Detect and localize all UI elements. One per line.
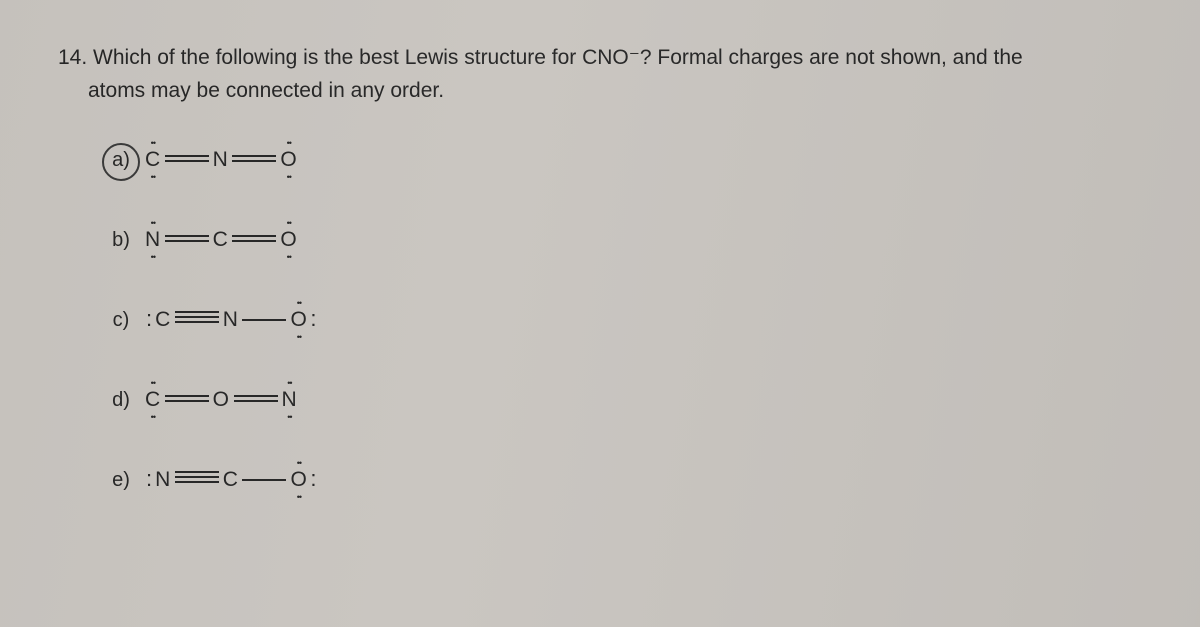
atom-c: C	[222, 468, 240, 492]
option-a-letter-wrap: a)	[98, 149, 144, 172]
atom-o: O••••	[279, 228, 298, 252]
atom-o: O••••	[279, 148, 298, 172]
atom-n: N••••	[144, 228, 162, 252]
option-b-letter-wrap: b)	[98, 229, 144, 252]
option-d[interactable]: d) C•••• O N••••	[98, 381, 1156, 419]
lone-pair-right-icon: :	[310, 466, 316, 492]
option-c-structure: : C N O•••• :	[144, 307, 318, 333]
atom-o: O••••	[289, 308, 308, 332]
option-a-circle	[102, 143, 140, 181]
lone-pair-left-icon: :	[146, 306, 152, 332]
atom-n: N	[212, 148, 230, 172]
atom-c: C	[154, 308, 172, 332]
atom-c: C••••	[144, 388, 162, 412]
question-number: 14.	[58, 46, 87, 69]
bond-triple-icon	[175, 471, 219, 489]
option-d-letter-wrap: d)	[98, 389, 144, 412]
bond-single-icon	[242, 311, 286, 329]
atom-n: N	[222, 308, 240, 332]
option-b-structure: N•••• C O••••	[144, 227, 298, 253]
question-line1: Which of the following is the best Lewis…	[93, 46, 1023, 69]
bond-double-icon	[232, 231, 276, 249]
option-b[interactable]: b) N•••• C O••••	[98, 221, 1156, 259]
atom-n: N••••	[281, 388, 299, 412]
option-c-letter: c)	[113, 309, 130, 332]
lone-pair-right-icon: :	[310, 306, 316, 332]
option-c[interactable]: c) : C N O•••• :	[98, 301, 1156, 339]
bond-triple-icon	[175, 311, 219, 329]
option-d-letter: d)	[112, 389, 130, 412]
option-e-structure: : N C O•••• :	[144, 467, 318, 493]
bond-double-icon	[165, 231, 209, 249]
atom-n: N	[154, 468, 172, 492]
bond-double-icon	[234, 391, 278, 409]
option-c-letter-wrap: c)	[98, 309, 144, 332]
question-block: 14. Which of the following is the best L…	[58, 42, 1156, 107]
bond-single-icon	[242, 471, 286, 489]
option-e[interactable]: e) : N C O•••• :	[98, 461, 1156, 499]
option-b-letter: b)	[112, 229, 130, 252]
option-e-letter: e)	[112, 469, 130, 492]
question-line2: atoms may be connected in any order.	[88, 79, 444, 102]
option-a-structure: C•••• N O••••	[144, 147, 298, 173]
lone-pair-left-icon: :	[146, 466, 152, 492]
bond-double-icon	[165, 391, 209, 409]
option-a[interactable]: a) C•••• N O••••	[98, 141, 1156, 179]
bond-double-icon	[232, 151, 276, 169]
option-e-letter-wrap: e)	[98, 469, 144, 492]
bond-double-icon	[165, 151, 209, 169]
option-d-structure: C•••• O N••••	[144, 387, 298, 413]
atom-o: O••••	[289, 468, 308, 492]
atom-o: O	[212, 388, 231, 412]
options-list: a) C•••• N O•••• b) N•••• C O•••• c) : C	[98, 141, 1156, 499]
atom-c: C••••	[144, 148, 162, 172]
atom-c: C	[212, 228, 230, 252]
